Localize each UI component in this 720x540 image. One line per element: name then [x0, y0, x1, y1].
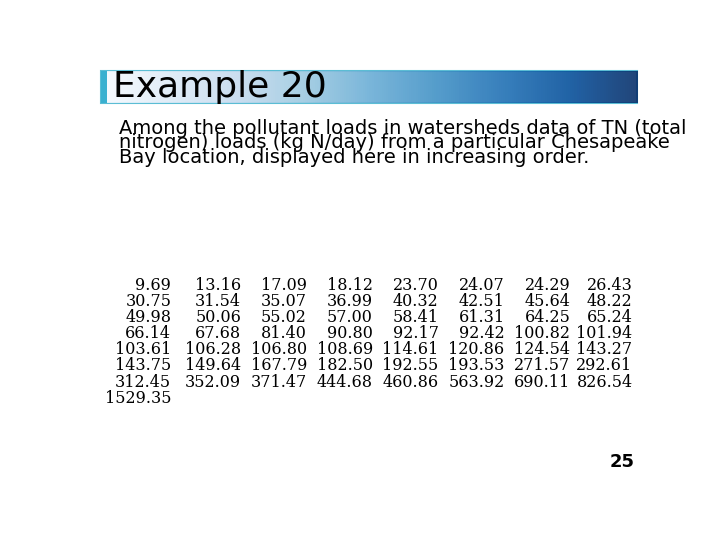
Text: 64.25: 64.25 [525, 309, 570, 326]
Text: Example 20: Example 20 [113, 70, 327, 104]
Text: 24.07: 24.07 [459, 276, 505, 294]
Text: 81.40: 81.40 [261, 325, 307, 342]
Text: 101.94: 101.94 [577, 325, 632, 342]
Text: 106.28: 106.28 [185, 341, 241, 358]
Text: 108.69: 108.69 [317, 341, 373, 358]
Text: 57.00: 57.00 [327, 309, 373, 326]
Text: 192.55: 192.55 [382, 357, 438, 374]
Text: 18.12: 18.12 [327, 276, 373, 294]
Text: 444.68: 444.68 [317, 374, 373, 390]
Text: 26.43: 26.43 [587, 276, 632, 294]
Text: 45.64: 45.64 [525, 293, 570, 310]
Text: 460.86: 460.86 [382, 374, 438, 390]
Text: 40.32: 40.32 [393, 293, 438, 310]
Text: 114.61: 114.61 [382, 341, 438, 358]
Text: 193.53: 193.53 [449, 357, 505, 374]
Text: Among the pollutant loads in watersheds data of TN (total: Among the pollutant loads in watersheds … [120, 119, 687, 138]
Text: 50.06: 50.06 [195, 309, 241, 326]
Text: 9.69: 9.69 [135, 276, 171, 294]
Text: 30.75: 30.75 [125, 293, 171, 310]
Text: 25: 25 [610, 454, 635, 471]
Text: 65.24: 65.24 [587, 309, 632, 326]
Text: 49.98: 49.98 [125, 309, 171, 326]
Text: 149.64: 149.64 [185, 357, 241, 374]
Text: 36.99: 36.99 [327, 293, 373, 310]
Text: 182.50: 182.50 [317, 357, 373, 374]
Text: 48.22: 48.22 [587, 293, 632, 310]
Text: 826.54: 826.54 [577, 374, 632, 390]
Text: 371.47: 371.47 [251, 374, 307, 390]
Text: Bay location, displayed here in increasing order.: Bay location, displayed here in increasi… [120, 148, 590, 167]
Text: 66.14: 66.14 [125, 325, 171, 342]
Text: 143.75: 143.75 [115, 357, 171, 374]
Bar [101, 71, 637, 103]
Text: 124.54: 124.54 [515, 341, 570, 358]
Text: 31.54: 31.54 [195, 293, 241, 310]
Text: 292.61: 292.61 [577, 357, 632, 374]
Text: 23.70: 23.70 [393, 276, 438, 294]
Text: 90.80: 90.80 [327, 325, 373, 342]
Text: 42.51: 42.51 [459, 293, 505, 310]
Text: 563.92: 563.92 [449, 374, 505, 390]
Text: 103.61: 103.61 [115, 341, 171, 358]
Text: 106.80: 106.80 [251, 341, 307, 358]
Text: 58.41: 58.41 [392, 309, 438, 326]
Text: 167.79: 167.79 [251, 357, 307, 374]
Text: 13.16: 13.16 [195, 276, 241, 294]
Text: 61.31: 61.31 [459, 309, 505, 326]
Text: 67.68: 67.68 [195, 325, 241, 342]
Text: 92.17: 92.17 [392, 325, 438, 342]
Text: 143.27: 143.27 [577, 341, 632, 358]
Text: 35.07: 35.07 [261, 293, 307, 310]
Text: 55.02: 55.02 [261, 309, 307, 326]
Text: 312.45: 312.45 [115, 374, 171, 390]
Text: 100.82: 100.82 [515, 325, 570, 342]
Text: 1529.35: 1529.35 [105, 390, 171, 407]
Text: 690.11: 690.11 [514, 374, 570, 390]
Text: 24.29: 24.29 [525, 276, 570, 294]
Text: 120.86: 120.86 [449, 341, 505, 358]
Bar [101, 71, 107, 103]
Text: 92.42: 92.42 [459, 325, 505, 342]
Text: nitrogen) loads (kg N/day) from a particular Chesapeake: nitrogen) loads (kg N/day) from a partic… [120, 133, 670, 152]
Text: 271.57: 271.57 [514, 357, 570, 374]
Text: 17.09: 17.09 [261, 276, 307, 294]
Text: 352.09: 352.09 [185, 374, 241, 390]
